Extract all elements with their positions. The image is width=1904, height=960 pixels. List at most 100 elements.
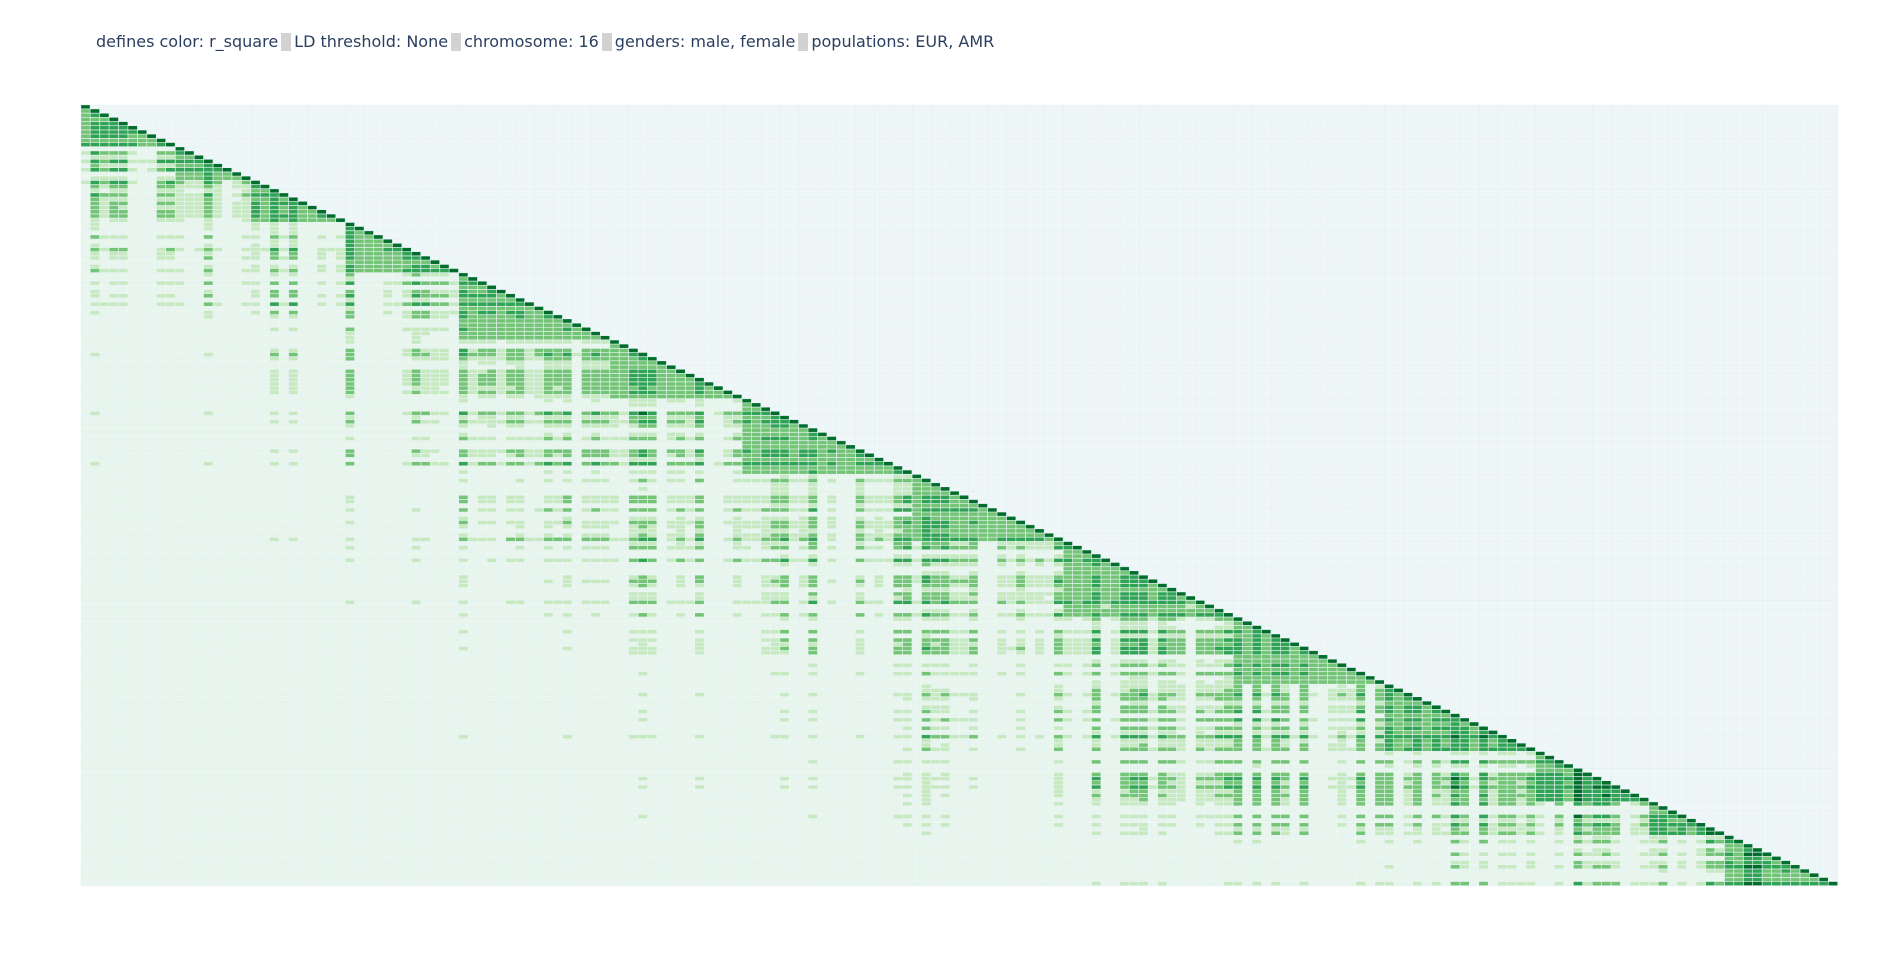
heatmap-cell[interactable] [241, 327, 251, 332]
heatmap-cell[interactable] [317, 470, 327, 474]
heatmap-cell[interactable] [524, 428, 534, 432]
heatmap-cell[interactable] [345, 327, 355, 332]
heatmap-cell[interactable] [581, 352, 591, 357]
heatmap-cell[interactable] [713, 461, 723, 466]
heatmap-cell[interactable] [619, 369, 629, 374]
heatmap-cell[interactable] [402, 495, 412, 500]
heatmap-cell[interactable] [222, 382, 232, 386]
heatmap-cell[interactable] [685, 411, 695, 416]
heatmap-cell[interactable] [184, 205, 194, 210]
heatmap-cell[interactable] [666, 415, 676, 420]
heatmap-cell[interactable] [515, 319, 525, 323]
heatmap-cell[interactable] [770, 495, 780, 500]
heatmap-cell[interactable] [449, 449, 459, 453]
heatmap-cell[interactable] [288, 415, 298, 420]
heatmap-cell[interactable] [883, 499, 893, 504]
heatmap-cell[interactable] [638, 419, 648, 424]
heatmap-cell[interactable] [90, 113, 100, 117]
heatmap-cell[interactable] [543, 503, 553, 508]
heatmap-cell[interactable] [118, 239, 128, 243]
heatmap-cell[interactable] [383, 361, 393, 365]
heatmap-cell[interactable] [383, 260, 393, 264]
heatmap-cell[interactable] [307, 310, 317, 315]
heatmap-cell[interactable] [458, 306, 468, 311]
heatmap-cell[interactable] [657, 365, 667, 369]
heatmap-cell[interactable] [798, 445, 808, 449]
heatmap-cell[interactable] [336, 260, 345, 264]
heatmap-cell[interactable] [496, 461, 506, 466]
heatmap-cell[interactable] [184, 222, 194, 227]
heatmap-cell[interactable] [855, 449, 865, 453]
heatmap-cell[interactable] [241, 235, 251, 239]
heatmap-cell[interactable] [137, 453, 147, 458]
heatmap-cell[interactable] [128, 432, 138, 437]
heatmap-cell[interactable] [676, 474, 685, 479]
heatmap-cell[interactable] [241, 403, 251, 407]
heatmap-cell[interactable] [553, 503, 563, 508]
heatmap-cell[interactable] [118, 293, 128, 298]
heatmap-cell[interactable] [421, 256, 430, 260]
heatmap-cell[interactable] [354, 419, 364, 424]
heatmap-cell[interactable] [421, 495, 430, 500]
heatmap-cell[interactable] [411, 491, 421, 495]
heatmap-cell[interactable] [421, 478, 430, 483]
heatmap-cell[interactable] [515, 323, 525, 327]
heatmap-cell[interactable] [184, 277, 194, 281]
heatmap-cell[interactable] [562, 323, 572, 327]
heatmap-cell[interactable] [496, 377, 506, 382]
heatmap-cell[interactable] [411, 289, 421, 294]
heatmap-cell[interactable] [364, 331, 374, 336]
heatmap-cell[interactable] [251, 314, 260, 319]
heatmap-cell[interactable] [572, 340, 582, 344]
heatmap-cell[interactable] [317, 251, 327, 256]
heatmap-cell[interactable] [317, 516, 327, 521]
heatmap-cell[interactable] [581, 499, 591, 504]
heatmap-cell[interactable] [534, 319, 544, 323]
heatmap-cell[interactable] [175, 487, 185, 491]
heatmap-cell[interactable] [477, 327, 487, 332]
heatmap-cell[interactable] [175, 251, 185, 256]
heatmap-cell[interactable] [628, 470, 638, 474]
heatmap-cell[interactable] [109, 499, 119, 504]
heatmap-cell[interactable] [761, 419, 770, 424]
heatmap-cell[interactable] [421, 386, 430, 390]
heatmap-cell[interactable] [543, 424, 553, 428]
heatmap-cell[interactable] [345, 356, 355, 361]
heatmap-cell[interactable] [619, 373, 629, 378]
heatmap-cell[interactable] [628, 394, 638, 399]
heatmap-cell[interactable] [770, 428, 780, 432]
heatmap-cell[interactable] [109, 151, 119, 155]
heatmap-cell[interactable] [128, 482, 138, 487]
heatmap-cell[interactable] [515, 419, 525, 424]
heatmap-cell[interactable] [619, 470, 629, 474]
heatmap-cell[interactable] [364, 327, 374, 332]
heatmap-cell[interactable] [251, 340, 260, 344]
heatmap-cell[interactable] [874, 461, 884, 466]
heatmap-cell[interactable] [638, 445, 648, 449]
heatmap-cell[interactable] [307, 331, 317, 336]
heatmap-cell[interactable] [137, 407, 147, 411]
heatmap-cell[interactable] [439, 499, 449, 504]
heatmap-cell[interactable] [184, 508, 194, 512]
heatmap-cell[interactable] [269, 218, 279, 222]
heatmap-cell[interactable] [468, 503, 478, 508]
heatmap-cell[interactable] [524, 331, 534, 336]
heatmap-cell[interactable] [354, 377, 364, 382]
heatmap-cell[interactable] [364, 449, 374, 453]
heatmap-cell[interactable] [534, 335, 544, 340]
heatmap-cell[interactable] [666, 499, 676, 504]
heatmap-cell[interactable] [90, 319, 100, 323]
heatmap-cell[interactable] [194, 293, 204, 298]
heatmap-cell[interactable] [515, 306, 525, 311]
heatmap-cell[interactable] [506, 432, 515, 437]
heatmap-cell[interactable] [893, 503, 903, 508]
heatmap-cell[interactable] [175, 268, 185, 273]
heatmap-cell[interactable] [808, 428, 818, 432]
heatmap-cell[interactable] [392, 293, 402, 298]
heatmap-cell[interactable] [222, 205, 232, 210]
heatmap-cell[interactable] [846, 499, 855, 504]
heatmap-cell[interactable] [723, 436, 733, 441]
heatmap-cell[interactable] [336, 268, 345, 273]
heatmap-cell[interactable] [543, 436, 553, 441]
heatmap-cell[interactable] [307, 390, 317, 395]
